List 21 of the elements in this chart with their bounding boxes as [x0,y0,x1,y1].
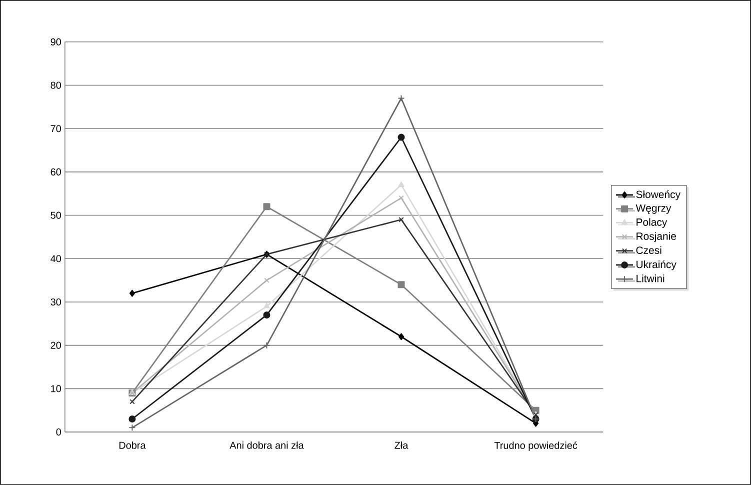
y-tick-label: 30 [50,298,62,306]
y-tick-label: 70 [50,125,62,132]
legend-label: Rosjanie [636,232,676,242]
y-tick-label: 60 [50,168,62,176]
x-tick-label: Dobra [119,442,146,449]
y-tick-label: 0 [56,428,62,436]
x-tick-label: Zła [394,442,408,449]
legend-label: Węgrzy [636,204,672,214]
y-tick-label: 10 [51,385,62,392]
legend-label: Słoweńcy [636,190,680,200]
legend-label: Ukraińcy [636,260,676,270]
legend-label: Czesi [636,246,662,254]
x-tick-label: Trudno powiedzieć [494,442,578,451]
legend-label: Litwini [636,274,664,282]
y-tick-label: 90 [50,38,62,46]
legend-label: Polacy [636,218,668,228]
x-tick-label: Ani dobra ani zła [230,442,304,449]
y-tick-label: 50 [50,212,62,219]
y-tick-label: 20 [50,342,62,349]
y-tick-label: 40 [50,255,62,262]
y-tick-label: 80 [50,82,62,89]
